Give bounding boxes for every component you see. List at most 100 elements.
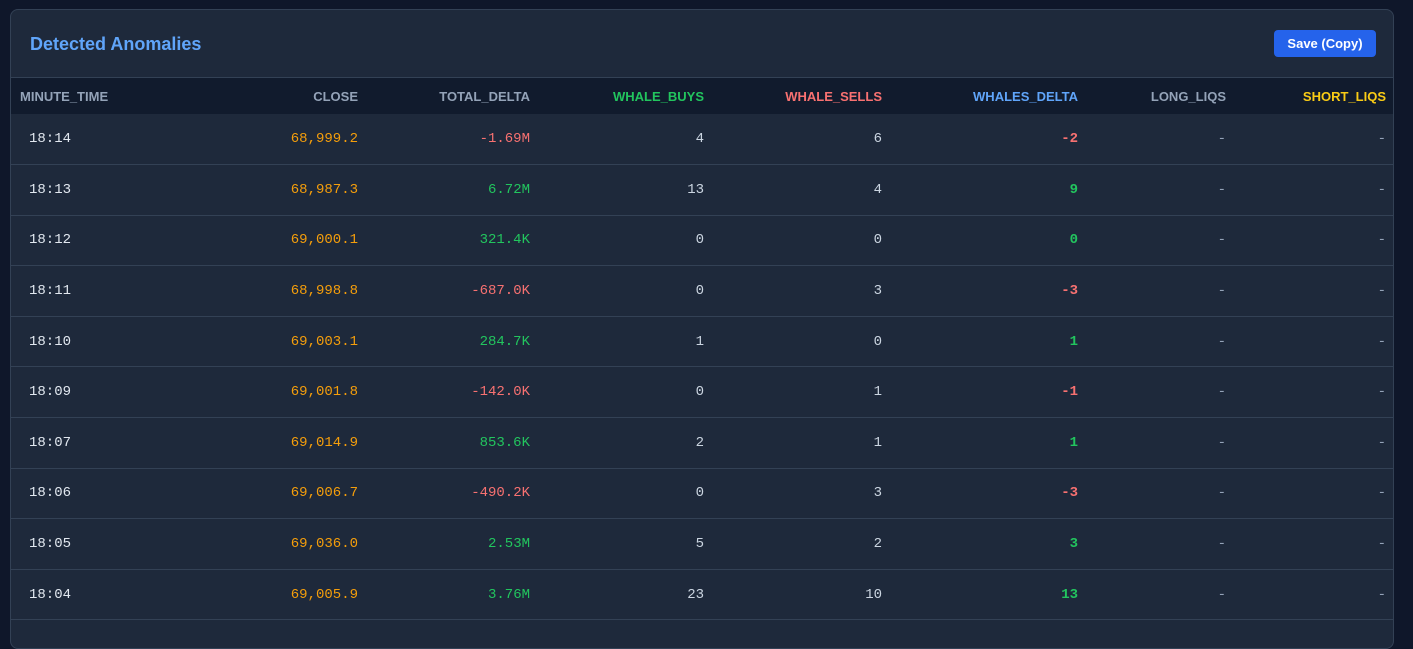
cell-minute-time: 18:14 [29, 131, 72, 148]
cell-whale-sells: 10 [865, 586, 882, 603]
cell-whales-delta: 1 [1069, 333, 1078, 350]
cell-whales-delta: -3 [1061, 485, 1078, 502]
cell-whales-delta: 3 [1069, 536, 1078, 553]
cell-minute-time: 18:07 [29, 434, 72, 451]
cell-whale-sells: 3 [873, 485, 882, 502]
cell-whale-buys: 23 [687, 586, 704, 603]
cell-minute-time: 18:05 [29, 536, 72, 553]
cell-whales-delta: -3 [1061, 283, 1078, 300]
cell-long-liqs: - [1217, 485, 1226, 502]
table-header-row: MINUTE_TIME CLOSE TOTAL_DELTA WHALE_BUYS… [11, 78, 1393, 114]
col-header-whales-delta[interactable]: WHALES_DELTA [973, 88, 1078, 104]
cell-short-liqs: - [1377, 485, 1386, 502]
cell-long-liqs: - [1217, 434, 1226, 451]
cell-total-delta: 284.7K [479, 333, 530, 350]
cell-long-liqs: - [1217, 333, 1226, 350]
col-header-whale-buys[interactable]: WHALE_BUYS [612, 88, 704, 104]
cell-close: 69,005.9 [290, 586, 358, 603]
col-header-total-delta[interactable]: TOTAL_DELTA [439, 88, 530, 104]
cell-short-liqs: - [1377, 232, 1386, 249]
cell-whale-sells: 3 [873, 283, 882, 300]
table-row[interactable]: 18:14 68,999.2 -1.69M 4 6 -2 - - [11, 114, 1393, 165]
table-row[interactable]: 18:13 68,987.3 6.72M 13 4 9 - - [11, 165, 1393, 216]
cell-whales-delta: 1 [1069, 434, 1078, 451]
cell-short-liqs: - [1377, 283, 1386, 300]
cell-minute-time: 18:09 [29, 384, 72, 401]
cell-long-liqs: - [1217, 131, 1226, 148]
cell-long-liqs: - [1217, 232, 1226, 249]
table-row[interactable]: 18:04 69,005.9 3.76M 23 10 13 - - [11, 569, 1393, 620]
cell-total-delta: -490.2K [471, 485, 530, 502]
cell-minute-time: 18:06 [29, 485, 72, 502]
anomalies-table: MINUTE_TIME CLOSE TOTAL_DELTA WHALE_BUYS… [11, 78, 1393, 620]
cell-whales-delta: 0 [1069, 232, 1078, 249]
cell-minute-time: 18:10 [29, 333, 72, 350]
cell-whales-delta: 13 [1061, 586, 1078, 603]
col-header-minute-time[interactable]: MINUTE_TIME [20, 88, 109, 104]
cell-long-liqs: - [1217, 283, 1226, 300]
cell-whale-sells: 0 [873, 232, 882, 249]
cell-whale-buys: 5 [695, 536, 704, 553]
save-copy-button[interactable]: Save (Copy) [1274, 30, 1376, 57]
cell-short-liqs: - [1377, 384, 1386, 401]
cell-long-liqs: - [1217, 586, 1226, 603]
cell-close: 69,003.1 [290, 333, 358, 350]
cell-total-delta: -142.0K [471, 384, 530, 401]
cell-close: 69,001.8 [290, 384, 358, 401]
cell-total-delta: -687.0K [471, 283, 530, 300]
cell-close: 69,036.0 [290, 536, 358, 553]
cell-close: 69,006.7 [290, 485, 358, 502]
cell-total-delta: 6.72M [487, 181, 530, 198]
anomalies-panel: Detected Anomalies Save (Copy) MINUTE_TI… [10, 9, 1394, 649]
cell-whale-buys: 0 [695, 485, 704, 502]
cell-whales-delta: -2 [1061, 131, 1078, 148]
cell-close: 68,998.8 [290, 283, 358, 300]
cell-whale-buys: 0 [695, 232, 704, 249]
cell-long-liqs: - [1217, 181, 1226, 198]
cell-total-delta: 3.76M [487, 586, 530, 603]
table-row[interactable]: 18:12 69,000.1 321.4K 0 0 0 - - [11, 215, 1393, 266]
col-header-long-liqs[interactable]: LONG_LIQS [1150, 88, 1226, 104]
table-row[interactable]: 18:07 69,014.9 853.6K 2 1 1 - - [11, 418, 1393, 469]
table-row[interactable]: 18:10 69,003.1 284.7K 1 0 1 - - [11, 316, 1393, 367]
cell-whale-buys: 13 [687, 181, 704, 198]
col-header-short-liqs[interactable]: SHORT_LIQS [1302, 88, 1386, 104]
cell-whale-sells: 1 [873, 384, 882, 401]
cell-whale-buys: 4 [695, 131, 704, 148]
cell-whale-buys: 0 [695, 384, 704, 401]
panel-header: Detected Anomalies Save (Copy) [11, 10, 1393, 78]
cell-whales-delta: -1 [1061, 384, 1078, 401]
cell-short-liqs: - [1377, 434, 1386, 451]
cell-total-delta: 321.4K [479, 232, 530, 249]
table-row[interactable]: 18:09 69,001.8 -142.0K 0 1 -1 - - [11, 367, 1393, 418]
cell-short-liqs: - [1377, 131, 1386, 148]
cell-total-delta: -1.69M [479, 131, 530, 148]
cell-minute-time: 18:11 [29, 283, 72, 300]
cell-close: 69,000.1 [290, 232, 358, 249]
table-row[interactable]: 18:11 68,998.8 -687.0K 0 3 -3 - - [11, 266, 1393, 317]
cell-whales-delta: 9 [1069, 181, 1078, 198]
col-header-close[interactable]: CLOSE [313, 88, 358, 104]
cell-long-liqs: - [1217, 384, 1226, 401]
cell-whale-buys: 2 [695, 434, 704, 451]
cell-long-liqs: - [1217, 536, 1226, 553]
cell-close: 68,999.2 [290, 131, 358, 148]
cell-whale-sells: 4 [873, 181, 882, 198]
col-header-whale-sells[interactable]: WHALE_SELLS [785, 88, 882, 104]
cell-close: 69,014.9 [290, 434, 358, 451]
cell-short-liqs: - [1377, 181, 1386, 198]
table-row[interactable]: 18:06 69,006.7 -490.2K 0 3 -3 - - [11, 468, 1393, 519]
cell-whale-sells: 6 [873, 131, 882, 148]
cell-total-delta: 2.53M [487, 536, 530, 553]
cell-whale-buys: 1 [695, 333, 704, 350]
cell-whale-sells: 0 [873, 333, 882, 350]
table-row[interactable]: 18:05 69,036.0 2.53M 5 2 3 - - [11, 519, 1393, 570]
cell-minute-time: 18:12 [29, 232, 72, 249]
cell-whale-buys: 0 [695, 283, 704, 300]
cell-minute-time: 18:13 [29, 181, 72, 198]
cell-minute-time: 18:04 [29, 586, 72, 603]
cell-short-liqs: - [1377, 333, 1386, 350]
cell-whale-sells: 1 [873, 434, 882, 451]
cell-short-liqs: - [1377, 586, 1386, 603]
cell-total-delta: 853.6K [479, 434, 530, 451]
